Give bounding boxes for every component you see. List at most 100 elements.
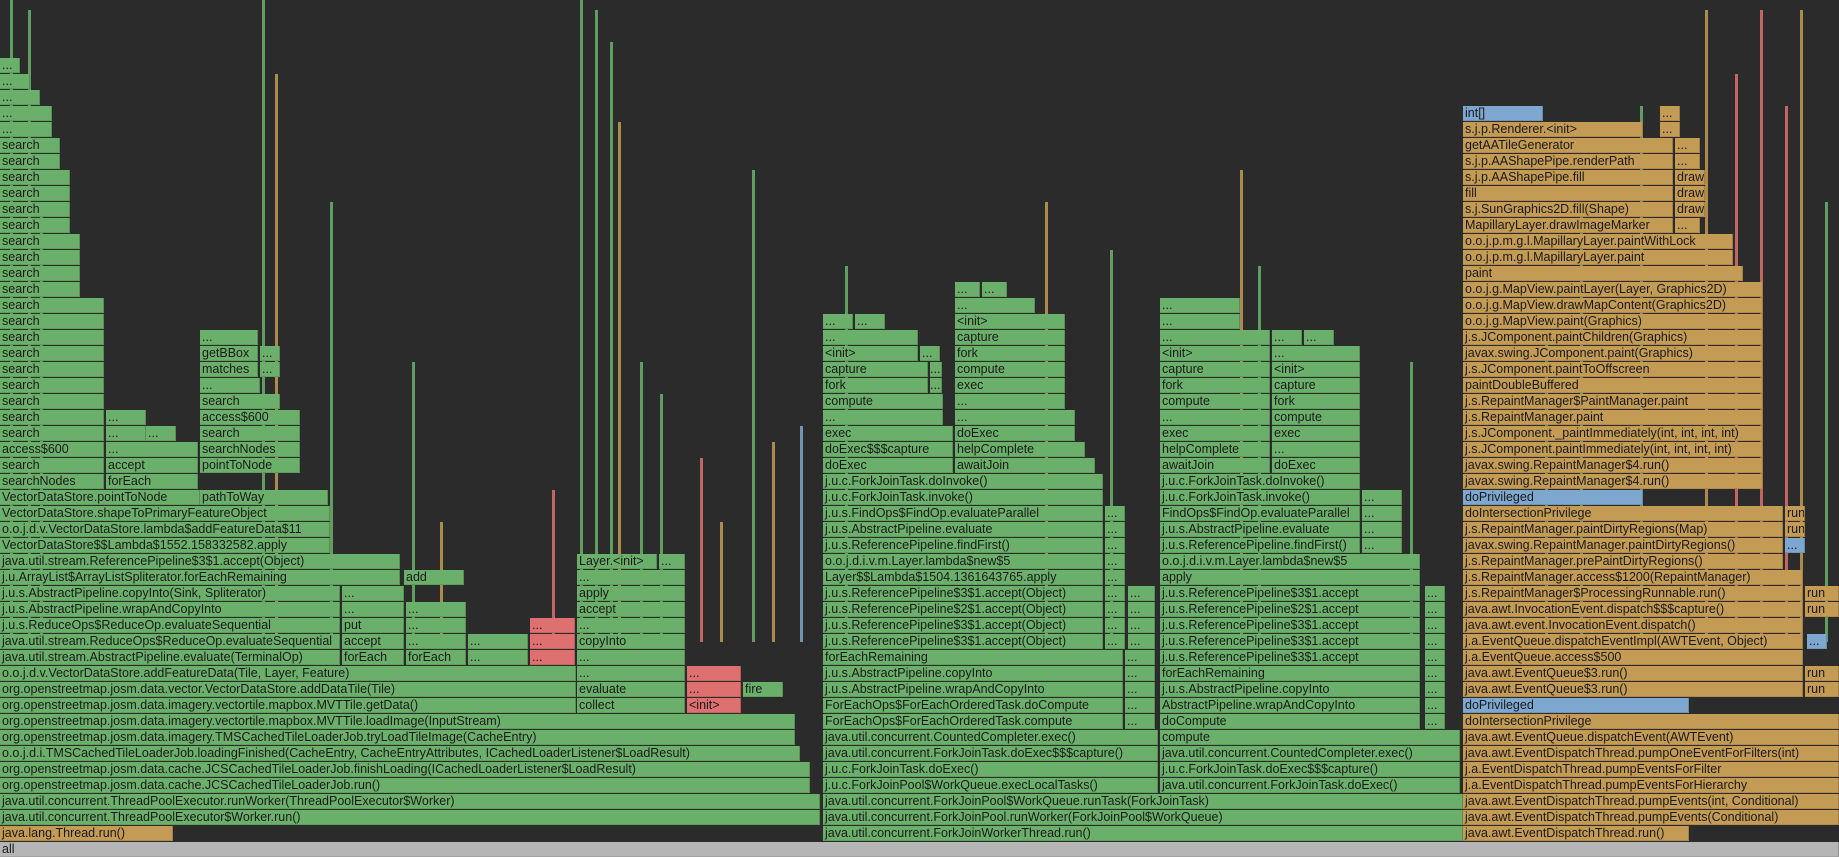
stack-frame[interactable]: exec [1272, 426, 1360, 441]
stack-frame[interactable]: ... [687, 682, 741, 697]
stack-frame[interactable]: doPrivileged [1463, 698, 1689, 713]
stack-frame[interactable]: j.u.ArrayList$ArrayListSpliterator.forEa… [0, 570, 400, 585]
stack-frame[interactable]: ... [577, 666, 685, 681]
stack-frame[interactable]: ... [1105, 586, 1125, 601]
stack-frame[interactable]: VectorDataStore.shapeToPrimaryFeatureObj… [0, 506, 330, 521]
stack-frame[interactable]: j.u.s.ReduceOps$ReduceOp.evaluateSequent… [0, 618, 340, 633]
stack-frame[interactable]: ... [1125, 682, 1155, 697]
stack-frame[interactable]: compute [1160, 730, 1460, 745]
stack-frame[interactable]: access$600 [200, 410, 300, 425]
stack-frame[interactable]: ... [1675, 138, 1700, 153]
stack-frame[interactable]: draw [1675, 170, 1705, 185]
stack-frame[interactable]: java.awt.EventDispatchThread.pumpOneEven… [1463, 746, 1839, 761]
stack-frame[interactable]: ... [1807, 634, 1827, 649]
stack-frame[interactable]: ... [200, 378, 260, 393]
stack-frame[interactable]: ... [1105, 538, 1125, 553]
stack-frame[interactable]: ... [1105, 570, 1125, 585]
stack-frame[interactable]: search [0, 266, 80, 281]
stack-frame[interactable]: apply [577, 586, 685, 601]
stack-frame[interactable]: search [0, 138, 60, 153]
stack-frame[interactable]: run [1785, 522, 1805, 537]
stack-frame[interactable]: ... [955, 282, 980, 297]
stack-frame[interactable]: j.u.s.ReferencePipeline$3$1.accept(Objec… [823, 586, 1103, 601]
stack-frame[interactable]: j.u.s.ReferencePipeline$3$1.accept [1160, 634, 1420, 649]
stack-frame[interactable]: j.u.s.ReferencePipeline.findFirst() [823, 538, 1103, 553]
stack-frame[interactable]: ... [0, 74, 30, 89]
stack-frame[interactable]: java.awt.EventQueue$3.run() [1463, 682, 1803, 697]
stack-frame[interactable]: java.awt.EventQueue$3.run() [1463, 666, 1803, 681]
stack-frame[interactable]: search [0, 394, 104, 409]
stack-frame[interactable]: javax.swing.RepaintManager$4.run() [1463, 474, 1763, 489]
stack-frame[interactable]: accept [342, 634, 404, 649]
stack-frame[interactable]: VectorDataStore.pointToNode [0, 490, 200, 505]
stack-frame[interactable]: fork [823, 378, 928, 393]
stack-frame[interactable]: j.a.EventQueue.dispatchEventImpl(AWTEven… [1463, 634, 1803, 649]
stack-frame[interactable]: ... [1675, 218, 1700, 233]
stack-frame[interactable]: search [200, 394, 280, 409]
stack-frame[interactable]: ... [1105, 554, 1125, 569]
stack-frame[interactable]: java.util.concurrent.CountedCompleter.ex… [1160, 746, 1460, 761]
stack-frame[interactable]: ... [1425, 682, 1445, 697]
stack-frame[interactable]: ... [468, 650, 528, 665]
stack-frame[interactable]: Layer.<init> [577, 554, 657, 569]
stack-frame[interactable]: ... [0, 122, 52, 137]
stack-frame[interactable]: ... [260, 362, 280, 377]
stack-frame[interactable]: evaluate [577, 682, 685, 697]
stack-frame[interactable]: ... [1675, 154, 1700, 169]
stack-frame[interactable]: exec [823, 426, 953, 441]
stack-frame[interactable]: java.util.concurrent.ThreadPoolExecutor.… [0, 794, 820, 809]
stack-frame[interactable]: helpComplete [1160, 442, 1270, 457]
stack-frame[interactable]: java.awt.event.InvocationEvent.dispatch(… [1463, 618, 1803, 633]
stack-frame[interactable]: j.u.s.AbstractPipeline.wrapAndCopyInto [823, 682, 1123, 697]
stack-frame[interactable]: search [0, 234, 80, 249]
stack-frame[interactable]: j.u.c.ForkJoinTask.doInvoke() [1160, 474, 1360, 489]
stack-frame[interactable]: ... [1160, 330, 1270, 345]
stack-frame[interactable]: add [404, 570, 464, 585]
stack-frame[interactable]: awaitJoin [955, 458, 1095, 473]
stack-frame[interactable]: MapillaryLayer.drawImageMarker [1463, 218, 1673, 233]
stack-frame[interactable]: j.s.JComponent._paintImmediately(int, in… [1463, 426, 1763, 441]
stack-frame[interactable]: ... [1105, 506, 1125, 521]
stack-frame[interactable]: access$600 [0, 442, 104, 457]
stack-frame[interactable]: java.awt.EventDispatchThread.run() [1463, 826, 1689, 841]
stack-frame[interactable]: o.o.j.g.MapView.paintLayer(Layer, Graphi… [1463, 282, 1763, 297]
stack-frame[interactable]: FindOps$FindOp.evaluateParallel [1160, 506, 1360, 521]
stack-frame[interactable]: org.openstreetmap.josm.data.cache.JCSCac… [0, 778, 810, 793]
stack-frame[interactable]: ... [1304, 330, 1334, 345]
stack-frame[interactable]: s.j.SunGraphics2D.fill(Shape) [1463, 202, 1673, 217]
stack-frame[interactable]: helpComplete [955, 442, 1085, 457]
stack-frame[interactable]: ... [955, 410, 1075, 425]
stack-frame[interactable]: ... [1785, 538, 1805, 553]
stack-frame[interactable]: ... [1128, 602, 1155, 617]
stack-frame[interactable]: pathToWay [200, 490, 328, 505]
stack-frame[interactable]: java.awt.EventDispatchThread.pumpEvents(… [1463, 794, 1839, 809]
stack-frame[interactable]: exec [1160, 426, 1270, 441]
stack-frame[interactable]: searchNodes [200, 442, 300, 457]
stack-frame[interactable]: j.u.s.AbstractPipeline.copyInto [823, 666, 1123, 681]
stack-frame[interactable]: ... [406, 602, 466, 617]
stack-frame[interactable]: ... [1125, 698, 1155, 713]
stack-frame[interactable]: ... [1425, 714, 1445, 729]
stack-frame[interactable]: ... [106, 442, 198, 457]
stack-frame[interactable]: getAATileGenerator [1463, 138, 1673, 153]
stack-frame[interactable]: ... [530, 650, 575, 665]
stack-frame[interactable]: j.s.JComponent.paintChildren(Graphics) [1463, 330, 1763, 345]
stack-frame[interactable]: capture [955, 330, 1065, 345]
stack-frame[interactable]: org.openstreetmap.josm.data.imagery.vect… [0, 714, 795, 729]
stack-frame[interactable]: search [0, 426, 104, 441]
stack-frame[interactable]: ... [1362, 522, 1402, 537]
stack-frame[interactable]: o.o.j.d.i.TMSCachedTileLoaderJob.loading… [0, 746, 800, 761]
stack-frame[interactable]: fire [743, 682, 783, 697]
stack-frame[interactable]: run [1805, 666, 1839, 681]
stack-frame[interactable]: j.u.s.ReferencePipeline$3$1.accept(Objec… [823, 618, 1103, 633]
stack-frame[interactable]: org.openstreetmap.josm.data.cache.JCSCac… [0, 762, 810, 777]
stack-frame[interactable]: accept [106, 458, 198, 473]
stack-frame[interactable]: ... [1128, 618, 1155, 633]
stack-frame[interactable]: j.u.s.ReferencePipeline.findFirst() [1160, 538, 1360, 553]
stack-frame[interactable]: ... [106, 426, 146, 441]
stack-frame[interactable]: o.o.j.g.MapView.paint(Graphics) [1463, 314, 1763, 329]
stack-frame[interactable]: j.u.c.ForkJoinTask.invoke() [1160, 490, 1360, 505]
stack-frame[interactable]: ... [1362, 538, 1402, 553]
stack-frame[interactable]: o.o.j.p.m.g.l.MapillaryLayer.paint [1463, 250, 1733, 265]
stack-frame[interactable]: search [0, 330, 104, 345]
